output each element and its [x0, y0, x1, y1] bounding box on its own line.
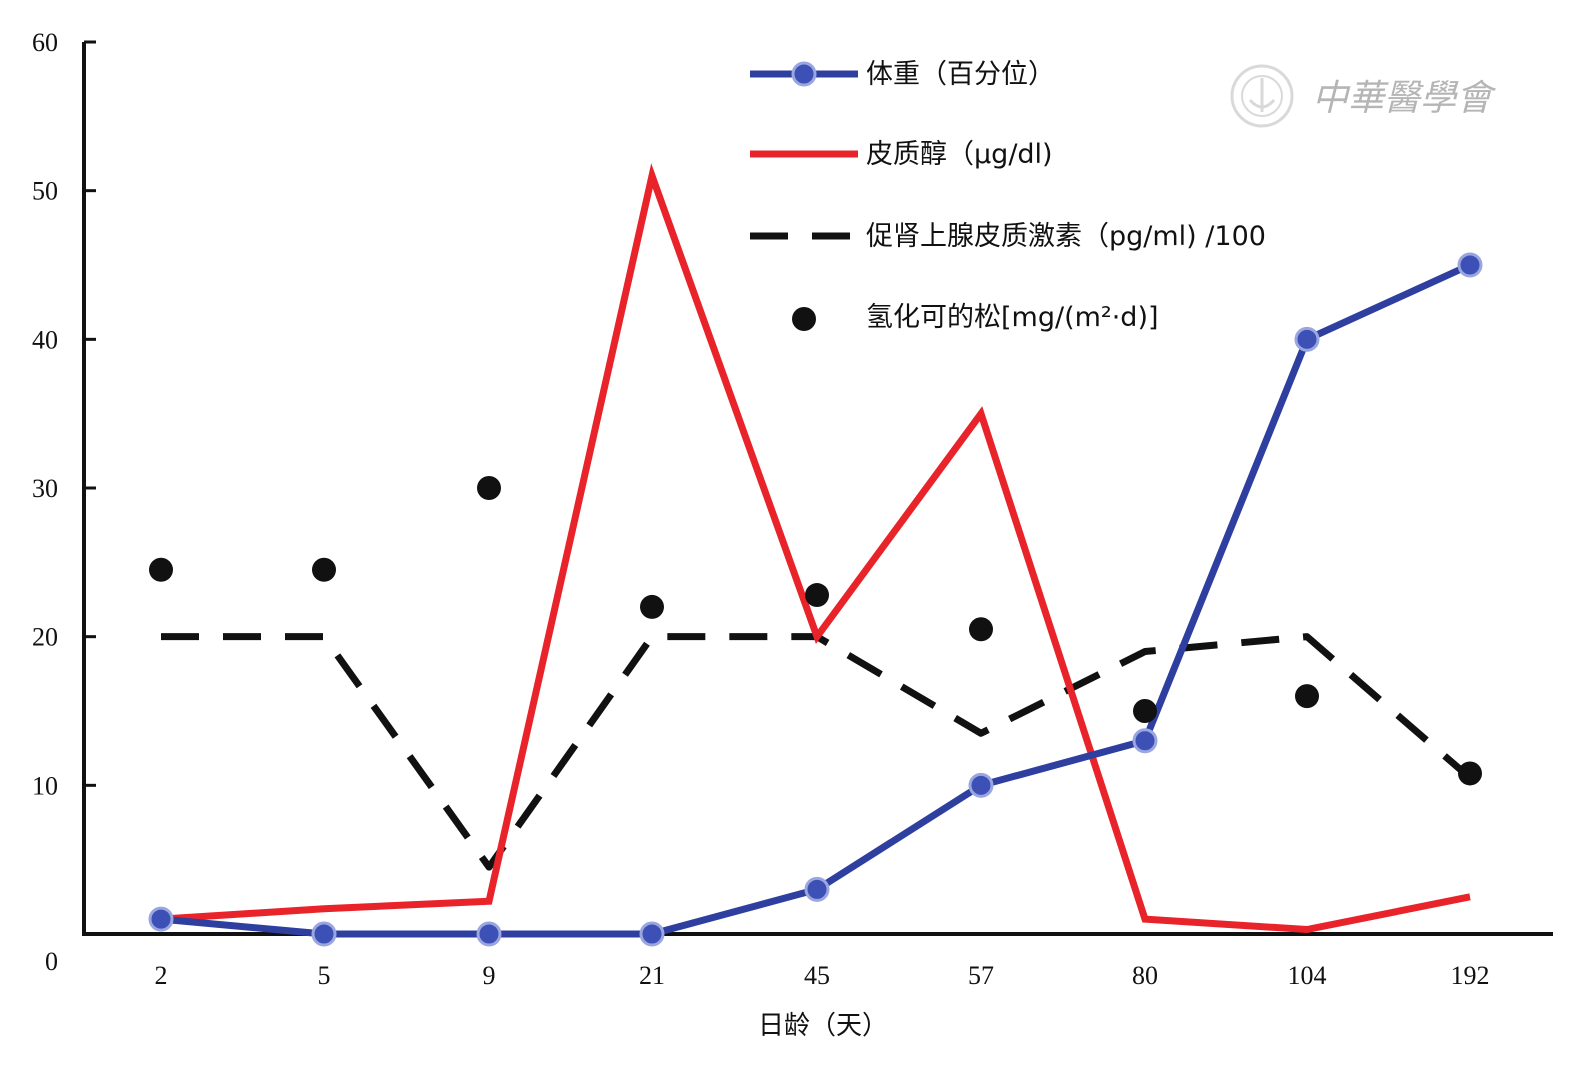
weight-point: [968, 772, 994, 798]
weight-point: [1294, 326, 1320, 352]
weight-point: [804, 876, 830, 902]
axes: 0 10 20 30 40 50 60 2 5 9 21 45 57 80 104 192: [32, 28, 1553, 990]
x-tick-label: 45: [804, 961, 830, 990]
hydrocortisone-point: [1295, 684, 1319, 709]
y-tick-label: 10: [32, 771, 58, 800]
x-tick-label: 104: [1288, 961, 1327, 990]
series-cortisol-line: [160, 163, 1471, 934]
series-acth-line: [161, 633, 1473, 871]
hydrocortisone-point: [149, 557, 173, 582]
weight-point: [311, 921, 337, 947]
legend-weight-marker: [791, 61, 817, 87]
hydrocortisone-point: [1458, 761, 1482, 786]
legend-weight-label: 体重（百分位）: [866, 59, 1055, 90]
hydrocortisone-point: [1133, 699, 1157, 723]
x-axis-title: 日龄（天）: [758, 1011, 888, 1041]
watermark-seal-icon: [1230, 64, 1294, 128]
legend-acth-label: 促肾上腺皮质激素（pg/ml) /100: [866, 221, 1266, 252]
x-tick-label: 80: [1132, 961, 1158, 990]
weight-point: [476, 921, 502, 947]
y-tick-label: 40: [32, 325, 58, 354]
x-tick-label: 5: [318, 961, 331, 990]
x-tick-label: 57: [968, 961, 994, 990]
y-tick-label: 50: [32, 177, 58, 206]
x-tick-label: 9: [483, 961, 496, 990]
x-tick-label: 21: [639, 961, 665, 990]
weight-point: [1457, 252, 1483, 278]
hydrocortisone-point: [805, 583, 829, 608]
weight-point: [148, 906, 174, 932]
legend-cortisol-label: 皮质醇（μg/dl): [866, 139, 1053, 170]
legend-hydrocortisone-label: 氢化可的松[mg/(m²·d)]: [866, 302, 1159, 333]
x-tick-label: 192: [1451, 961, 1490, 990]
x-tick-label: 2: [155, 961, 168, 990]
hydrocortisone-point: [640, 594, 664, 619]
hydrocortisone-point: [477, 476, 501, 500]
watermark: 中華醫學會: [1230, 64, 1497, 128]
weight-point: [639, 921, 665, 947]
hydrocortisone-point: [969, 617, 993, 642]
y-tick-label: 0: [45, 947, 58, 976]
y-tick-label: 60: [32, 28, 58, 57]
watermark-text: 中華醫學會: [1312, 78, 1497, 119]
y-tick-label: 30: [32, 474, 58, 503]
legend-hydrocortisone-marker: [792, 307, 816, 331]
series-layer: [148, 163, 1483, 947]
legend: 体重（百分位） 皮质醇（μg/dl) 促肾上腺皮质激素（pg/ml) /100 氢化可…: [750, 59, 1266, 333]
weight-point: [1132, 728, 1158, 754]
hydrocortisone-point: [312, 557, 336, 582]
y-tick-label: 20: [32, 623, 58, 652]
